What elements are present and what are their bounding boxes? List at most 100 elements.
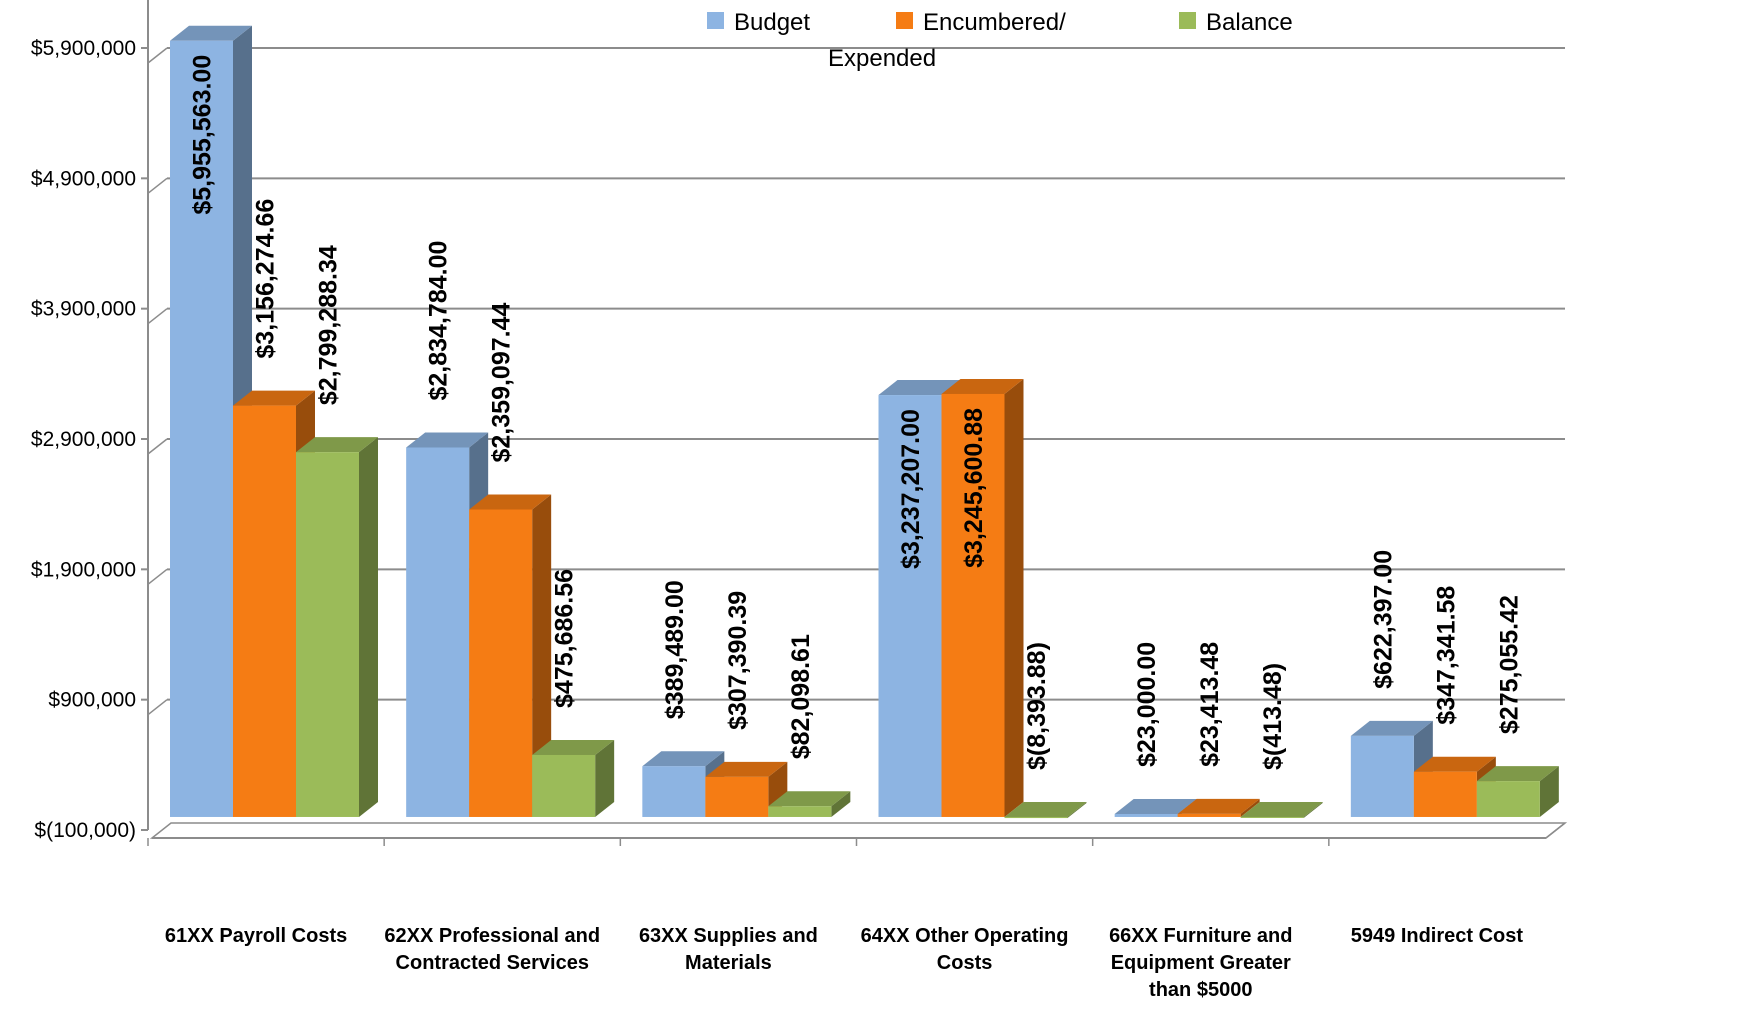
bar-encumbered-expended-5 xyxy=(1177,798,1260,817)
category-label-2: 62XX Professional and Contracted Services xyxy=(384,925,600,974)
bar-front xyxy=(469,509,533,817)
data-label-budget-2: $2,834,784.00 xyxy=(425,241,453,401)
bar-side xyxy=(831,791,851,817)
bar-top xyxy=(878,380,961,396)
bar-front xyxy=(642,766,706,817)
bar-side xyxy=(359,437,378,817)
bar-front xyxy=(1004,816,1068,819)
bar-top xyxy=(705,761,788,777)
y-tick-label: $900,000 xyxy=(48,689,136,712)
bar-front xyxy=(296,452,359,817)
y-tick-label: $3,900,000 xyxy=(31,298,136,321)
gridline-depth xyxy=(147,438,168,455)
bar-top xyxy=(768,791,851,807)
bar-top xyxy=(642,751,725,767)
bar-front xyxy=(170,40,233,817)
data-label-budget-5: $23,000.00 xyxy=(1133,642,1161,767)
legend-swatch xyxy=(896,12,913,29)
data-label-balance-4: $(8,393.88) xyxy=(1023,642,1051,770)
legend: Budget Encumbered/Expended Balance xyxy=(707,9,1293,72)
legend-item-budget: Budget xyxy=(707,9,810,36)
bar-encumbered-expended-3 xyxy=(705,761,788,817)
bar-front xyxy=(1177,813,1241,817)
y-tick-label: $4,900,000 xyxy=(31,167,136,190)
bar-top xyxy=(1114,798,1197,814)
gridline-depth xyxy=(147,308,168,325)
bar-front xyxy=(1240,816,1304,818)
gridline-depth xyxy=(147,699,168,716)
floor-edge xyxy=(1545,822,1566,839)
bar-top xyxy=(170,25,252,41)
bar-top xyxy=(1476,766,1559,782)
bar-balance-5 xyxy=(1240,801,1323,818)
bar-top xyxy=(1177,798,1260,814)
data-label-budget-4: $3,237,207.00 xyxy=(897,409,925,569)
bar-balance-3 xyxy=(768,791,851,817)
category-label-4: 64XX Other Operating Costs xyxy=(861,925,1069,974)
bars xyxy=(170,25,1559,819)
legend-swatch xyxy=(707,12,724,29)
y-tick-label: $1,900,000 xyxy=(31,558,136,581)
bar-front xyxy=(233,405,296,817)
category-label-6: 5949 Indirect Cost xyxy=(1351,925,1524,947)
bar-balance-1 xyxy=(296,437,378,817)
legend-swatch xyxy=(1179,12,1196,29)
bar-balance-4 xyxy=(1004,801,1087,819)
bar-encumbered-expended-2 xyxy=(469,494,552,817)
data-label-encumbered-expended-5: $23,413.48 xyxy=(1196,642,1224,767)
bar-side xyxy=(1067,801,1087,819)
bar-encumbered-expended-4 xyxy=(941,378,1024,817)
data-label-balance-2: $475,686.56 xyxy=(551,569,579,708)
data-label-budget-6: $622,397.00 xyxy=(1369,550,1397,689)
bar-side xyxy=(532,494,552,817)
data-label-balance-3: $82,098.61 xyxy=(787,634,815,759)
data-label-encumbered-expended-4: $3,245,600.88 xyxy=(960,408,988,568)
bar-front xyxy=(941,393,1005,817)
bar-front xyxy=(1350,735,1414,817)
bar-top xyxy=(1413,756,1496,772)
bar-front xyxy=(1413,771,1477,817)
chart-floor xyxy=(149,822,1568,839)
data-label-encumbered-expended-6: $347,341.58 xyxy=(1432,586,1460,725)
bar-front xyxy=(878,395,942,817)
bar-front xyxy=(1114,813,1178,817)
bar-side xyxy=(1240,798,1260,817)
category-label-1: 61XX Payroll Costs xyxy=(165,925,347,947)
gridline-depth xyxy=(147,568,168,585)
bar-top xyxy=(233,390,315,406)
bar-balance-2 xyxy=(532,739,615,817)
bar-front xyxy=(532,754,596,817)
bar-top xyxy=(1350,720,1433,736)
bar-side xyxy=(1303,801,1323,818)
bar-front xyxy=(768,806,832,817)
bar-top xyxy=(296,437,378,453)
legend-item-encumbered-expended: Encumbered/Expended xyxy=(828,9,1066,72)
category-label-3: 63XX Supplies and Materials xyxy=(639,925,818,974)
data-label-encumbered-expended-3: $307,390.39 xyxy=(724,591,752,730)
bar-front xyxy=(705,776,769,817)
bar-top xyxy=(532,739,615,755)
data-label-balance-6: $275,055.42 xyxy=(1495,595,1523,734)
x-axis: 61XX Payroll Costs 62XX Professional and C… xyxy=(147,838,1524,1001)
bar-side xyxy=(1539,766,1559,817)
data-label-budget-1: $5,955,563.00 xyxy=(189,55,217,215)
bar-side xyxy=(1004,378,1024,817)
y-tick-label: $(100,000) xyxy=(34,819,136,842)
data-label-budget-3: $389,489.00 xyxy=(661,580,689,719)
legend-label: Encumbered/Expended xyxy=(828,9,1066,72)
legend-item-balance: Balance xyxy=(1179,9,1293,36)
bar-top xyxy=(1240,801,1323,817)
gridline-depth xyxy=(147,47,168,64)
y-axis: $(100,000) $900,000 $1,900,000 $2,900,000 $3… xyxy=(31,0,149,842)
category-label-5: 66XX Furniture and Equipment Greater than … xyxy=(1109,925,1292,1001)
gridline-depth xyxy=(147,177,168,194)
y-tick-label: $2,900,000 xyxy=(31,428,136,451)
data-label-balance-1: $2,799,288.34 xyxy=(315,245,343,405)
bar-front xyxy=(1476,781,1540,817)
data-label-balance-5: $(413.48) xyxy=(1259,663,1287,770)
data-label-encumbered-expended-2: $2,359,097.44 xyxy=(488,303,516,463)
legend-label: Budget xyxy=(734,9,810,36)
bar-side xyxy=(595,739,615,817)
data-label-encumbered-expended-1: $3,156,274.66 xyxy=(252,199,280,359)
